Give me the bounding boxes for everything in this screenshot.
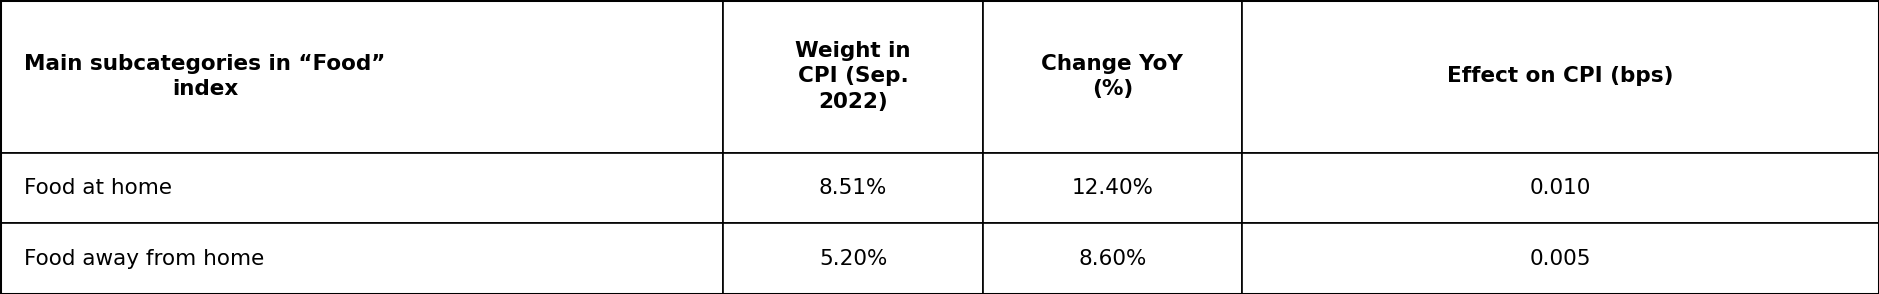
Text: 5.20%: 5.20% [819,249,887,269]
Text: 8.60%: 8.60% [1079,249,1146,269]
Bar [1242,223,1879,294]
Bar [983,0,1242,153]
Text: Main subcategories in “Food”
index: Main subcategories in “Food” index [24,54,385,99]
Bar [723,0,983,153]
Text: 8.51%: 8.51% [819,178,887,198]
Text: 0.005: 0.005 [1530,249,1592,269]
Bar [723,153,983,223]
Text: Food at home: Food at home [24,178,173,198]
Text: Food away from home: Food away from home [24,249,265,269]
Text: 12.40%: 12.40% [1071,178,1154,198]
Bar [0,153,723,223]
Text: Effect on CPI (bps): Effect on CPI (bps) [1447,66,1674,86]
Bar [0,223,723,294]
Bar [0,0,723,153]
Text: 0.010: 0.010 [1530,178,1592,198]
Bar [983,223,1242,294]
Text: Weight in
CPI (Sep.
2022): Weight in CPI (Sep. 2022) [795,41,911,112]
Bar [723,223,983,294]
Bar [1242,0,1879,153]
Text: Change YoY
(%): Change YoY (%) [1041,54,1184,99]
Bar [983,153,1242,223]
Bar [1242,153,1879,223]
